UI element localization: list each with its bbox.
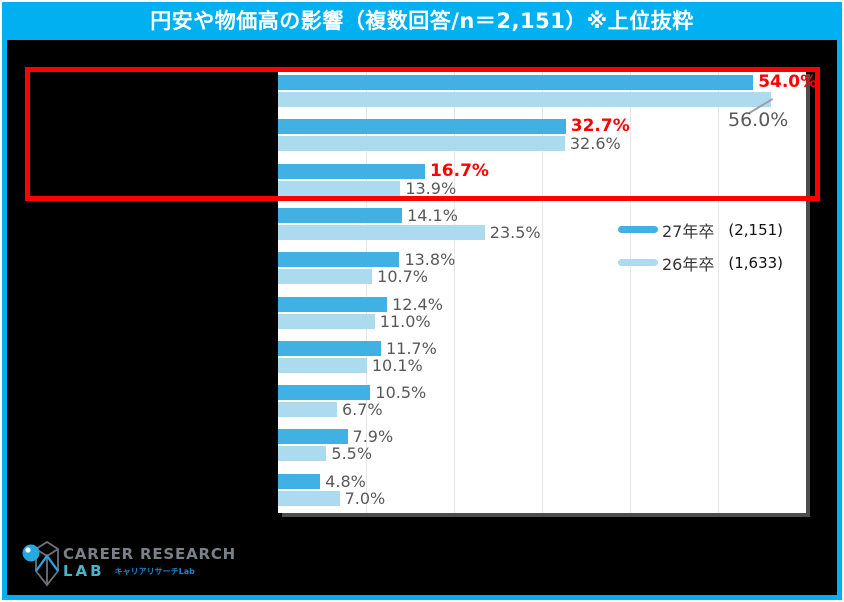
bar-26年卒: [278, 313, 375, 329]
value-label-27年卒: 16.7%: [429, 160, 489, 181]
value-label-26年卒: 5.5%: [331, 444, 373, 464]
legend-label-27: 27年卒: [662, 221, 715, 241]
sphere-icon: [22, 544, 40, 562]
value-label-27年卒: 4.8%: [325, 471, 366, 491]
value-label-27年卒: 13.8%: [404, 250, 456, 270]
bar-26年卒: [278, 357, 367, 373]
legend-marker-27-icon: [618, 226, 658, 233]
logo-subtitle: キャリアリサーチLab: [114, 567, 195, 576]
bar-27年卒: [278, 340, 381, 356]
bar-27年卒: [278, 429, 348, 445]
bar-27年卒: [278, 296, 388, 312]
value-label-26年卒: 10.1%: [371, 355, 423, 375]
bar-27年卒: [278, 385, 371, 401]
bar-26年卒: [278, 92, 771, 107]
value-label-26年卒: 23.5%: [489, 222, 541, 242]
value-label-26年卒: 10.7%: [377, 267, 428, 287]
bar-26年卒: [278, 402, 337, 418]
value-label-26年卒: 56.0%: [728, 109, 789, 131]
logo-career-research: CAREER RESEARCH: [63, 545, 237, 563]
plot-area: 54.0% 32.7% 16.7% 14.1% 13.8% 12.4% 11.7% 10.5%…: [278, 70, 817, 513]
bar-26年卒: [278, 136, 565, 152]
bar-27年卒: [278, 207, 403, 223]
value-label-26年卒: 32.6%: [569, 134, 621, 154]
value-label-27年卒: 54.0%: [758, 72, 818, 92]
value-label-26年卒: 6.7%: [341, 400, 383, 420]
value-label-27年卒: 10.5%: [375, 383, 427, 403]
gridline: [542, 70, 543, 513]
bar-27年卒: [278, 163, 425, 179]
value-label-26年卒: 11.0%: [379, 311, 431, 331]
page-title: 円安や物価高の影響（複数回答/n＝2,151）※上位抜粋: [2, 2, 842, 40]
bar-27年卒: [278, 252, 400, 268]
highlight-rectangle: [25, 67, 820, 201]
legend-item-27: 27年卒 (2,151): [618, 213, 783, 246]
legend-marker-26-icon: [618, 259, 658, 266]
gridline: [366, 70, 367, 513]
bar-26年卒: [278, 490, 340, 506]
bar-26年卒: [278, 269, 373, 285]
value-label-27年卒: 32.7%: [570, 116, 630, 137]
value-label-26年卒: 7.0%: [344, 488, 386, 508]
bar-26年卒: [278, 446, 327, 462]
legend-item-26: 26年卒 (1,633): [618, 246, 783, 279]
value-label-27年卒: 12.4%: [392, 294, 443, 314]
bar-27年卒: [278, 473, 321, 489]
value-label-27年卒: 11.7%: [385, 338, 437, 358]
bar-26年卒: [278, 224, 485, 240]
bar-27年卒: [278, 75, 754, 90]
logo: CAREER RESEARCH LAB キャリアリサーチLab: [22, 540, 236, 588]
value-label-26年卒: 13.9%: [405, 178, 457, 198]
value-label-27年卒: 7.9%: [352, 427, 394, 447]
gridline: [454, 70, 455, 513]
bar-26年卒: [278, 180, 401, 196]
legend-count-27: (2,151): [728, 220, 784, 239]
bar-27年卒: [278, 119, 566, 135]
cube-logo-icon: [22, 540, 59, 587]
legend: 27年卒 (2,151) 26年卒 (1,633): [618, 213, 783, 279]
logo-lab: LAB: [63, 562, 105, 580]
gridline: [630, 70, 631, 513]
logo-text: CAREER RESEARCH LAB キャリアリサーチLab: [63, 546, 236, 580]
value-label-27年卒: 14.1%: [407, 205, 458, 225]
legend-label-26: 26年卒: [662, 254, 715, 274]
gridline: [718, 70, 719, 513]
legend-count-26: (1,633): [728, 253, 784, 272]
